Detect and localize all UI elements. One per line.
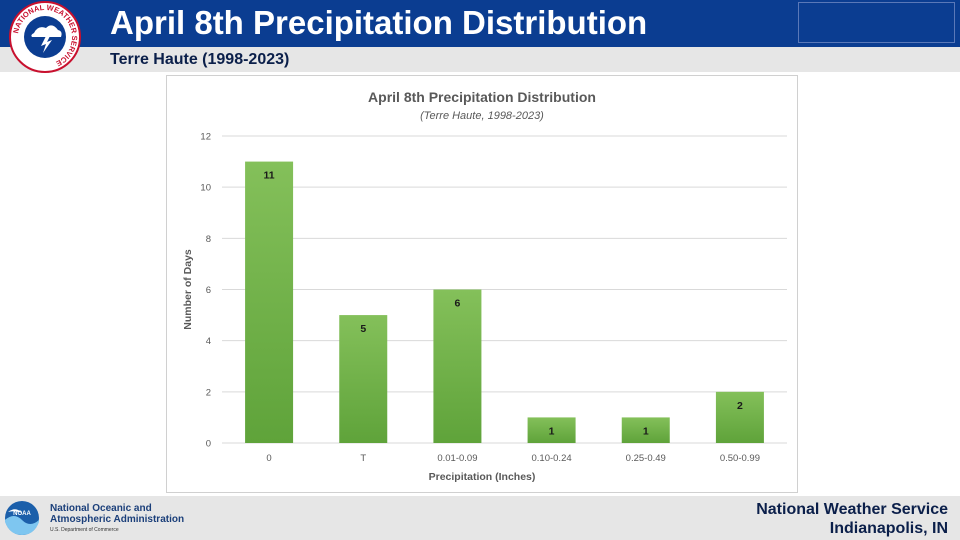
y-tick-label: 0: [206, 439, 211, 450]
y-tick-label: 10: [200, 183, 211, 194]
noaa-department: U.S. Department of Commerce: [50, 527, 119, 533]
chart-title: April 8th Precipitation Distribution: [368, 89, 596, 105]
x-axis-label: Precipitation (Inches): [429, 471, 536, 483]
x-tick-label: 0.25-0.49: [626, 453, 666, 464]
header-blank-box: [798, 2, 955, 43]
bar: [339, 315, 388, 443]
subtitle-bar: [0, 47, 960, 72]
bar: [433, 289, 482, 443]
office-line-2: Indianapolis, IN: [829, 520, 948, 537]
x-tick-label: 0: [266, 453, 271, 464]
noaa-logo: NOAA: [5, 501, 39, 535]
footer-bar: [0, 496, 960, 540]
bar: [715, 391, 764, 443]
x-tick-label: T: [360, 453, 366, 464]
data-label: 5: [360, 323, 366, 335]
y-tick-label: 4: [206, 336, 211, 347]
x-tick-label: 0.01-0.09: [437, 453, 477, 464]
y-tick-label: 12: [200, 132, 211, 143]
chart-subtitle: (Terre Haute, 1998-2023): [420, 110, 544, 122]
chart-frame: April 8th Precipitation Distribution (Ter…: [166, 75, 798, 493]
y-tick-label: 8: [206, 234, 211, 245]
y-tick-label: 6: [206, 285, 211, 296]
office-line-1: National Weather Service: [756, 501, 948, 518]
bar: [245, 161, 294, 443]
data-label: 1: [643, 425, 649, 437]
y-tick-label: 2: [206, 387, 211, 398]
data-label: 2: [737, 400, 743, 412]
office-label: National Weather Service Indianapolis, I…: [756, 500, 948, 538]
bar-chart: April 8th Precipitation Distribution (Ter…: [182, 89, 787, 483]
noaa-logo-text: NOAA: [13, 511, 31, 517]
page-title: April 8th Precipitation Distribution: [110, 4, 648, 41]
data-label: 1: [549, 425, 555, 437]
bar: [527, 417, 576, 443]
y-axis-label: Number of Days: [182, 249, 194, 330]
x-tick-label: 0.10-0.24: [532, 453, 572, 464]
data-label: 6: [454, 298, 460, 310]
x-tick-label: 0.50-0.99: [720, 453, 760, 464]
page-subtitle: Terre Haute (1998-2023): [110, 51, 290, 68]
bar: [621, 417, 670, 443]
nws-logo: NATIONAL WEATHER SERVICE: [9, 1, 81, 73]
data-label: 11: [264, 170, 275, 182]
noaa-name: National Oceanic and Atmospheric Adminis…: [50, 503, 185, 525]
